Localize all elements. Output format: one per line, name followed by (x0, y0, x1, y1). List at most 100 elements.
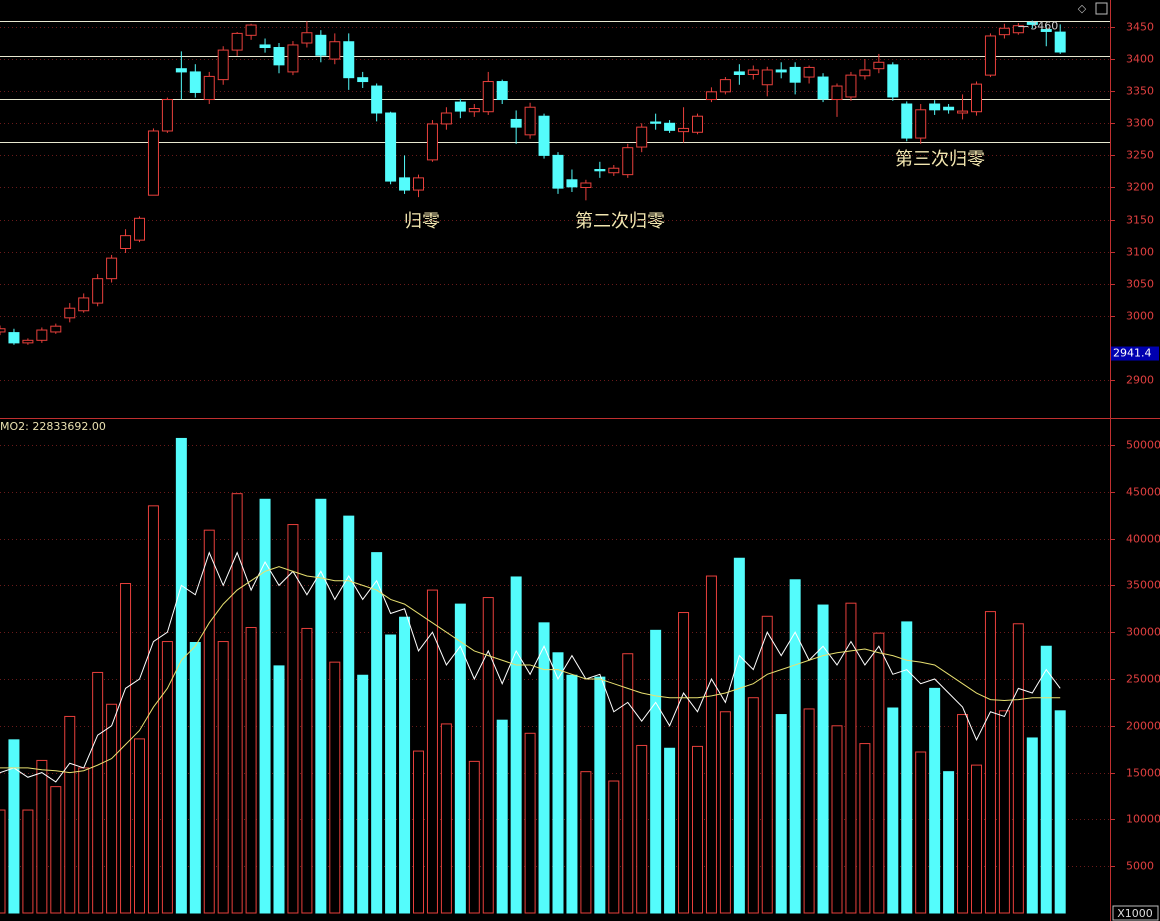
volume-bar (622, 653, 634, 914)
volume-bar (454, 603, 466, 914)
annotation: 归零 (404, 211, 440, 232)
volume-bar (50, 786, 62, 914)
y-tick-label: 5000 (1126, 860, 1154, 873)
candle-body (147, 130, 159, 196)
y-tick-label: 3150 (1126, 214, 1154, 227)
volume-bar (217, 641, 229, 914)
candle-body (50, 325, 62, 333)
volume-bar (789, 579, 801, 914)
candle-body (175, 68, 187, 73)
volume-bar (887, 707, 899, 914)
volume-bar (957, 714, 969, 914)
candle-body (343, 41, 355, 79)
volume-bar (64, 715, 76, 914)
candle-body (998, 27, 1010, 36)
volume-bar (747, 697, 759, 914)
volume-bar (915, 751, 927, 914)
y-tick-label: 15000 (1126, 767, 1160, 780)
candle-body (273, 47, 285, 66)
volume-bar (440, 723, 452, 914)
candle-body (454, 101, 466, 112)
volume-bar (984, 611, 996, 914)
volume-bar (524, 732, 536, 914)
volume-bar (22, 809, 34, 914)
volume-bar (231, 493, 243, 914)
volume-bar (1054, 710, 1066, 914)
y-tick-label: 20000 (1126, 720, 1160, 733)
volume-bar (817, 604, 829, 914)
candle-body (594, 169, 606, 172)
volume-bar (1026, 737, 1038, 914)
candle-body (217, 49, 229, 81)
candle-body (817, 76, 829, 100)
unit-label: X1000 (1117, 907, 1153, 920)
volume-bar (245, 627, 257, 914)
volume-bar (803, 708, 815, 914)
candle-body (566, 179, 578, 188)
volume-bar (845, 602, 857, 914)
candle-body (859, 69, 871, 77)
volume-bar (106, 703, 118, 914)
y-tick-label: 50000 (1126, 439, 1160, 452)
candle-body (8, 332, 20, 344)
volume-bar (510, 576, 522, 914)
volume-bar (399, 616, 411, 914)
volume-bar (552, 652, 564, 914)
candle-body (120, 235, 132, 249)
candle-body (1054, 31, 1066, 53)
volume-bar (1040, 645, 1052, 914)
icon-diamond[interactable]: ◇ (1078, 2, 1087, 15)
volume-bar (426, 589, 438, 914)
candle-body (1040, 29, 1052, 32)
candle-body (357, 77, 369, 83)
volume-bar (120, 583, 132, 914)
volume-bar (385, 634, 397, 914)
candle-body (789, 66, 801, 83)
candle-body (873, 61, 885, 70)
candle-body (747, 69, 759, 75)
candle-body (315, 34, 327, 56)
volume-bar (36, 759, 48, 914)
y-tick-label: 3000 (1126, 310, 1154, 323)
volume-bar (705, 575, 717, 914)
candle-body (636, 126, 648, 148)
price-marker (1111, 346, 1159, 361)
candle-body (161, 99, 173, 132)
candle-body (203, 75, 215, 101)
volume-bar (538, 622, 550, 914)
candle-body (887, 64, 899, 98)
candle-body (719, 79, 731, 93)
volume-bar (831, 725, 843, 914)
volume-bar (92, 671, 104, 914)
candle-body (496, 81, 508, 101)
y-tick-label: 10000 (1126, 813, 1160, 826)
volume-bar (998, 710, 1010, 914)
candle-body (705, 91, 717, 101)
icon-window[interactable] (1095, 2, 1108, 15)
volume-bar (929, 687, 941, 914)
volume-bar (650, 629, 662, 914)
candle-body (245, 24, 257, 36)
candle-body (231, 32, 243, 51)
candle-body (831, 85, 843, 101)
candle-body (329, 41, 341, 60)
candle-body (775, 69, 787, 73)
volume-bar (343, 515, 355, 914)
volume-bar (901, 621, 913, 914)
y-tick-label: 2900 (1126, 374, 1154, 387)
candle-body (957, 110, 969, 114)
volume-bar (594, 676, 606, 914)
volume-bar (301, 627, 313, 914)
candle-body (524, 106, 536, 136)
candle-body (622, 147, 634, 176)
volume-bar (664, 747, 676, 914)
candle-body (1012, 25, 1024, 34)
volume-bar (1012, 623, 1024, 914)
candle-body (78, 297, 90, 312)
volume-bar (468, 760, 480, 914)
candle-body (468, 108, 480, 113)
volume-bar (203, 529, 215, 914)
volume-bar (8, 739, 20, 914)
candle-body (36, 329, 48, 341)
